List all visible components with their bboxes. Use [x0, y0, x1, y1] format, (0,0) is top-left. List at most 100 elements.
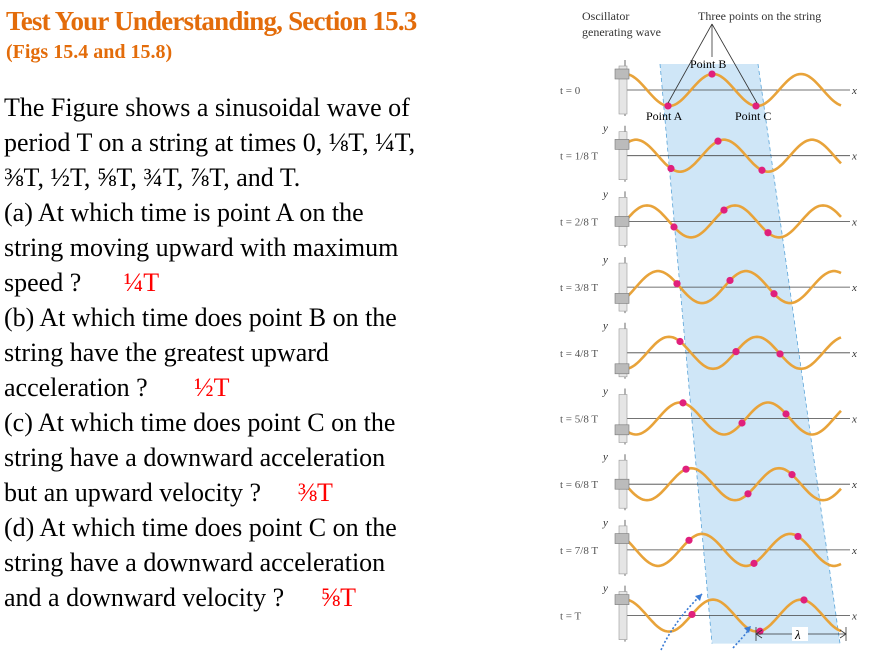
question-a-line-3: speed ? ¼T [4, 265, 504, 300]
time-label: t = 3/8 T [560, 282, 598, 294]
wavelength-label: λ [794, 627, 801, 642]
point-b-dot [750, 559, 758, 567]
point-c-dot [764, 229, 772, 237]
y-axis-label: y [602, 123, 608, 135]
wave-row: x y t = 1/8 T [560, 123, 857, 182]
question-d-line-3: and a downward velocity ? ⅝T [4, 580, 504, 615]
question-c-line-2: string have a downward acceleration [4, 443, 386, 472]
x-axis-label: x [851, 348, 857, 360]
oscillator-handle [614, 363, 630, 375]
oscillator-slot [618, 591, 628, 640]
point-a-dot [685, 536, 693, 544]
question-d-line-1: (d) At which time does point C on the [4, 513, 397, 542]
answer-c: ⅜T [297, 478, 333, 507]
point-c-dot [776, 350, 784, 358]
question-c-line-3: but an upward velocity ? ⅜T [4, 475, 504, 510]
point-c-dot [758, 166, 766, 174]
question-d-line-2: string have a downward acceleration [4, 548, 386, 577]
x-axis-label: x [851, 151, 857, 163]
point-b-callout [667, 23, 758, 104]
answer-a: ¼T [123, 268, 160, 297]
time-label: t = 5/8 T [560, 414, 598, 426]
wave-row: x y t = 3/8 T [560, 254, 857, 314]
oscillator-handle [614, 533, 630, 544]
point-c-dot [782, 410, 790, 418]
points-label: Three points on the string [698, 9, 821, 23]
point-b-label: Point B [690, 57, 726, 71]
oscillator-slot [618, 262, 628, 312]
y-axis-label: y [602, 517, 608, 529]
intro-line-3: ⅜T, ½T, ⅝T, ¾T, ⅞T, and T. [4, 163, 301, 192]
section-title: Test Your Understanding, Section 15.3 [6, 6, 417, 36]
question-d-text: and a downward velocity ? [4, 583, 285, 612]
point-a-dot [676, 337, 684, 346]
band-edge-left [659, 63, 713, 644]
question-a-line-2: string moving upward with maximum [4, 233, 399, 262]
point-c-dot [794, 532, 802, 541]
intro-line-1: The Figure shows a sinusoidal wave of [4, 93, 410, 122]
oscillator-slot [618, 131, 628, 180]
point-c-label: Point C [735, 109, 771, 123]
x-axis-label: x [851, 85, 857, 97]
oscillator-slot [618, 328, 628, 378]
wavelength-band-shape [660, 64, 840, 644]
point-b-dot [744, 490, 752, 498]
wave-row: x t = 0 [560, 60, 857, 116]
section-subtitle: (Figs 15.4 and 15.8) [6, 41, 173, 63]
point-a-dot [664, 102, 672, 110]
point-b-dot [732, 348, 740, 356]
time-label: t = 4/8 T [560, 348, 598, 360]
point-a-dot [670, 223, 678, 231]
oscillator-label-1: Oscillator [582, 9, 629, 23]
y-axis-label: y [602, 320, 608, 332]
wave-curve [624, 466, 842, 502]
x-axis-label: x [851, 282, 857, 294]
time-label: t = 2/8 T [560, 216, 598, 228]
y-axis-label: y [602, 451, 608, 463]
point-b-dot [708, 70, 716, 78]
oscillator-slot [618, 65, 628, 115]
time-label: t = T [560, 611, 582, 623]
y-axis-label: y [602, 583, 608, 595]
question-a-line-1: (a) At which time is point A on the [4, 198, 364, 227]
wave-row: x y t = T [560, 583, 857, 642]
wave-curve [624, 72, 842, 108]
point-c-dot [788, 471, 796, 479]
question-a-text: speed ? [4, 268, 82, 297]
question-b-line-1: (b) At which time does point B on the [4, 303, 397, 332]
point-b-dot [714, 137, 722, 145]
wave-curve [624, 269, 842, 305]
question-c-line-1: (c) At which time does point C on the [4, 408, 396, 437]
oscillator-slot [618, 525, 628, 575]
wave-row: x y t = 5/8 T [560, 386, 857, 445]
intro-line-2: period T on a string at times 0, ⅛T, ¼T, [4, 128, 416, 157]
time-label: t = 6/8 T [560, 479, 598, 491]
wave-curve [624, 204, 842, 239]
question-c-text: but an upward velocity ? [4, 478, 262, 507]
point-a-label: Point A [646, 109, 683, 123]
oscillator-handle [614, 216, 630, 227]
x-axis-label: x [851, 479, 857, 491]
point-c-dot [752, 102, 760, 110]
wave-row: x y t = 7/8 T [560, 517, 857, 576]
wavelength-marker: λ [755, 627, 847, 642]
point-b-dot [720, 206, 728, 214]
oscillator-handle [614, 478, 630, 490]
question-b-line-3: acceleration ? ½T [4, 370, 504, 405]
wave-curve [624, 401, 842, 436]
time-label: t = 1/8 T [560, 151, 598, 163]
oscillator-handle [614, 594, 630, 605]
point-a-dot [679, 399, 687, 407]
x-axis-label: x [851, 545, 857, 557]
point-trajectory-arrows [660, 593, 751, 651]
time-label: t = 7/8 T [560, 545, 598, 557]
y-axis-label: y [602, 188, 608, 200]
wave-row: x y t = 6/8 T [560, 451, 857, 511]
point-a-dot [673, 280, 681, 288]
wavelength-band [659, 63, 841, 644]
oscillator-handle [614, 139, 630, 150]
point-a-dot [667, 164, 675, 173]
oscillator-handle [614, 293, 630, 304]
wave-curve [624, 532, 842, 568]
